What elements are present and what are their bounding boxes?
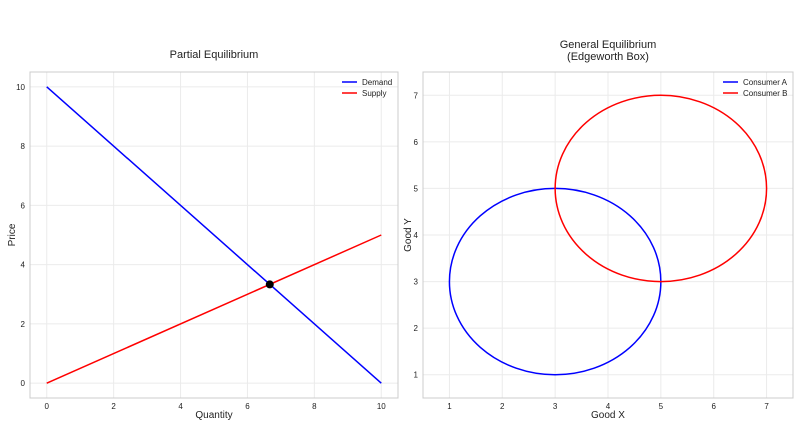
y-tick-label: 4 [21, 261, 26, 270]
chart-subtitle: (Edgeworth Box) [567, 51, 649, 63]
subplot-2: 1 2 3 4 5 6 7 1 2 3 4 5 6 7 Consumer A Consumer B Genera… [403, 39, 794, 421]
x-tick-label: 10 [377, 402, 386, 411]
y-tick-label: 1 [414, 371, 419, 380]
equilibrium-point [265, 280, 274, 289]
series-supply [46, 234, 382, 384]
y-tick-label: 6 [414, 138, 419, 147]
y-tick-label: 5 [414, 184, 419, 193]
y-axis-label: Good Y [403, 218, 414, 252]
plot-frame [29, 71, 399, 399]
x-tick-label: 1 [447, 402, 452, 411]
x-tick-label: 8 [312, 402, 317, 411]
x-tick-label: 3 [553, 402, 558, 411]
x-tick-label: 7 [764, 402, 769, 411]
y-tick-label: 7 [414, 91, 419, 100]
x-tick-label: 2 [111, 402, 116, 411]
x-axis-label: Quantity [195, 410, 232, 421]
y-tick-label: 2 [414, 324, 419, 333]
series-consumer-b [554, 94, 768, 283]
subplot-1: 0 2 4 6 8 10 0 2 4 6 8 10 Demand Supply Partial Equili… [7, 49, 399, 421]
x-tick-label: 5 [659, 402, 664, 411]
series-demand [46, 86, 382, 384]
x-axis-label: Good X [591, 410, 625, 421]
legend-label: Consumer B [743, 89, 787, 98]
x-tick-label: 6 [711, 402, 716, 411]
legend-label: Consumer A [743, 78, 788, 87]
x-tick-label: 6 [245, 402, 250, 411]
x-tick-label: 0 [45, 402, 50, 411]
legend-label: Demand [362, 78, 392, 87]
y-tick-label: 8 [21, 142, 26, 151]
chart-title: General Equilibrium [560, 39, 657, 51]
y-tick-label: 10 [16, 83, 25, 92]
y-tick-label: 4 [414, 231, 419, 240]
y-tick-label: 0 [21, 379, 26, 388]
y-tick-label: 3 [414, 278, 419, 287]
legend-label: Supply [362, 89, 386, 98]
chart-title: Partial Equilibrium [170, 49, 259, 61]
x-tick-label: 4 [178, 402, 183, 411]
y-axis-label: Price [7, 223, 18, 246]
y-tick-label: 6 [21, 201, 26, 210]
x-tick-label: 2 [500, 402, 505, 411]
y-tick-label: 2 [21, 320, 26, 329]
x-tick-label: 4 [606, 402, 611, 411]
plot-frame [422, 71, 794, 399]
